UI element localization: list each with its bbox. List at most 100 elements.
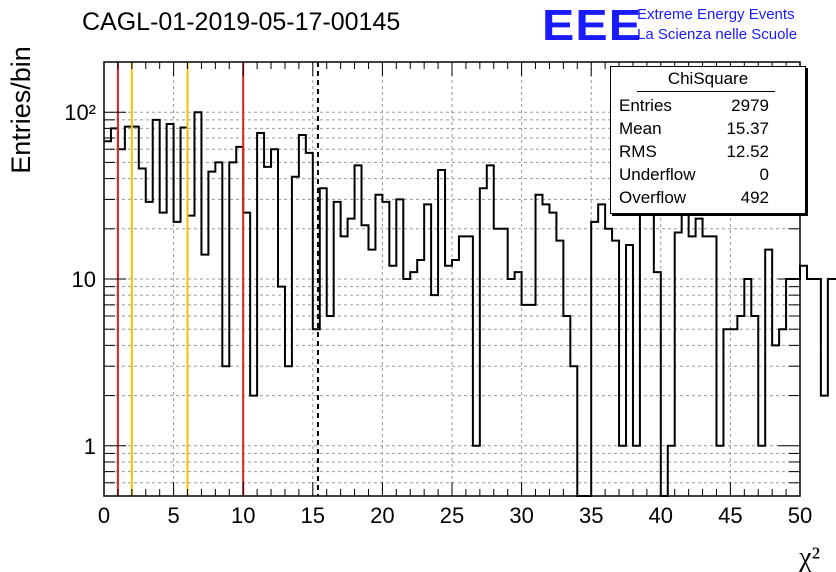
histogram-bin [501, 229, 508, 496]
stats-box-title: ChiSquare [667, 69, 749, 88]
histogram-bin [139, 168, 146, 496]
histogram-bin [682, 207, 689, 496]
chart-title: CAGL-01-2019-05-17-00145 [82, 8, 401, 36]
histogram-bin [758, 446, 765, 496]
histogram-bin [285, 366, 292, 496]
stats-box-divider [637, 91, 775, 92]
eee-logo: EEE [542, 1, 643, 50]
y-axis-label: Entries/bin [6, 46, 36, 174]
histogram-bin [132, 127, 139, 496]
histogram-bin [675, 233, 682, 496]
histogram-bin [821, 396, 828, 496]
stats-row-mean: Mean 15.37 [611, 117, 805, 140]
stats-label: Entries [619, 96, 672, 115]
histogram-bin [424, 204, 431, 496]
histogram-bin [167, 124, 174, 496]
stats-row-overflow: Overflow 492 [611, 186, 805, 209]
histogram-bin [292, 177, 299, 496]
histogram-bin [772, 345, 779, 496]
x-tick-label: 45 [718, 503, 742, 528]
histogram-bin [779, 329, 786, 496]
histogram-bin [160, 213, 167, 496]
histogram-bin [814, 279, 821, 496]
x-axis-label: χ² [798, 542, 820, 572]
histogram-bin [696, 219, 703, 496]
histogram-bin [800, 266, 807, 496]
histogram-bin [529, 305, 536, 496]
histogram-bin [215, 162, 222, 496]
y-tick-label: 10 [72, 267, 96, 292]
histogram-bin [765, 250, 772, 496]
histogram-bin [431, 295, 438, 496]
stats-value: 0 [759, 165, 769, 184]
x-tick-label: 35 [579, 503, 603, 528]
histogram-bin [494, 229, 501, 496]
histogram-bin [362, 225, 369, 496]
stats-row-rms: RMS 12.52 [611, 140, 805, 163]
histogram-bin [382, 202, 389, 496]
x-tick-label: 30 [509, 503, 533, 528]
histogram-bin [250, 396, 257, 496]
histogram-bin [619, 446, 626, 496]
histogram-bin [612, 241, 619, 496]
histogram-bin [299, 135, 306, 496]
histogram-bin [515, 272, 522, 496]
histogram-bin [647, 195, 654, 496]
histogram-bin [104, 141, 111, 496]
histogram-bin [640, 210, 647, 496]
histogram-bin [689, 236, 696, 496]
histogram-bin [626, 245, 633, 496]
histogram-bin [487, 165, 494, 496]
histogram-bin [306, 153, 313, 496]
histogram-bin [605, 229, 612, 496]
histogram-bin [208, 172, 215, 496]
histogram-bin [243, 213, 250, 496]
histogram-bin [264, 167, 271, 496]
histogram-bin [536, 195, 543, 496]
histogram-bin [828, 279, 835, 496]
histogram-bin [375, 195, 382, 496]
histogram-bin [389, 266, 396, 496]
histogram-bin [786, 279, 793, 496]
histogram-bin [459, 236, 466, 496]
stats-row-entries: Entries 2979 [611, 94, 805, 117]
histogram-bin [542, 204, 549, 496]
histogram-bin [744, 279, 751, 496]
y-tick-label: 1 [84, 434, 96, 459]
logo-line-1: Extreme Energy Events [637, 6, 795, 23]
histogram-bin [278, 287, 285, 496]
histogram-bin [633, 446, 640, 496]
histogram-bin [111, 128, 118, 496]
histogram-bin [348, 219, 355, 496]
histogram-bin [146, 202, 153, 496]
histogram-bin [403, 279, 410, 496]
x-tick-label: 5 [167, 503, 179, 528]
x-tick-label: 15 [301, 503, 325, 528]
histogram-bin [396, 199, 403, 496]
histogram-bin [257, 133, 264, 496]
x-tick-label: 0 [98, 503, 110, 528]
histogram-bin [153, 120, 160, 496]
histogram-bin [598, 204, 605, 496]
histogram-bin [556, 241, 563, 496]
x-tick-label: 50 [788, 503, 812, 528]
histogram-bin [188, 216, 195, 496]
histogram-bin [452, 260, 459, 496]
histogram-bin [410, 272, 417, 496]
stats-label: Overflow [619, 188, 687, 207]
histogram-bin [654, 272, 661, 496]
histogram-bin [793, 279, 800, 496]
histogram-bin [473, 446, 480, 496]
histogram-bin [751, 316, 758, 496]
histogram-bin [703, 236, 710, 496]
x-tick-label: 40 [649, 503, 673, 528]
x-tick-label: 20 [370, 503, 394, 528]
stats-label: Mean [619, 119, 662, 138]
histogram-bin [222, 366, 229, 496]
stats-label: Underflow [619, 165, 696, 184]
histogram-bin [118, 149, 125, 496]
histogram-bin [341, 236, 348, 496]
histogram-bin [723, 329, 730, 496]
stats-box: ChiSquare Entries 2979 Mean 15.37 RMS 12… [610, 66, 806, 214]
